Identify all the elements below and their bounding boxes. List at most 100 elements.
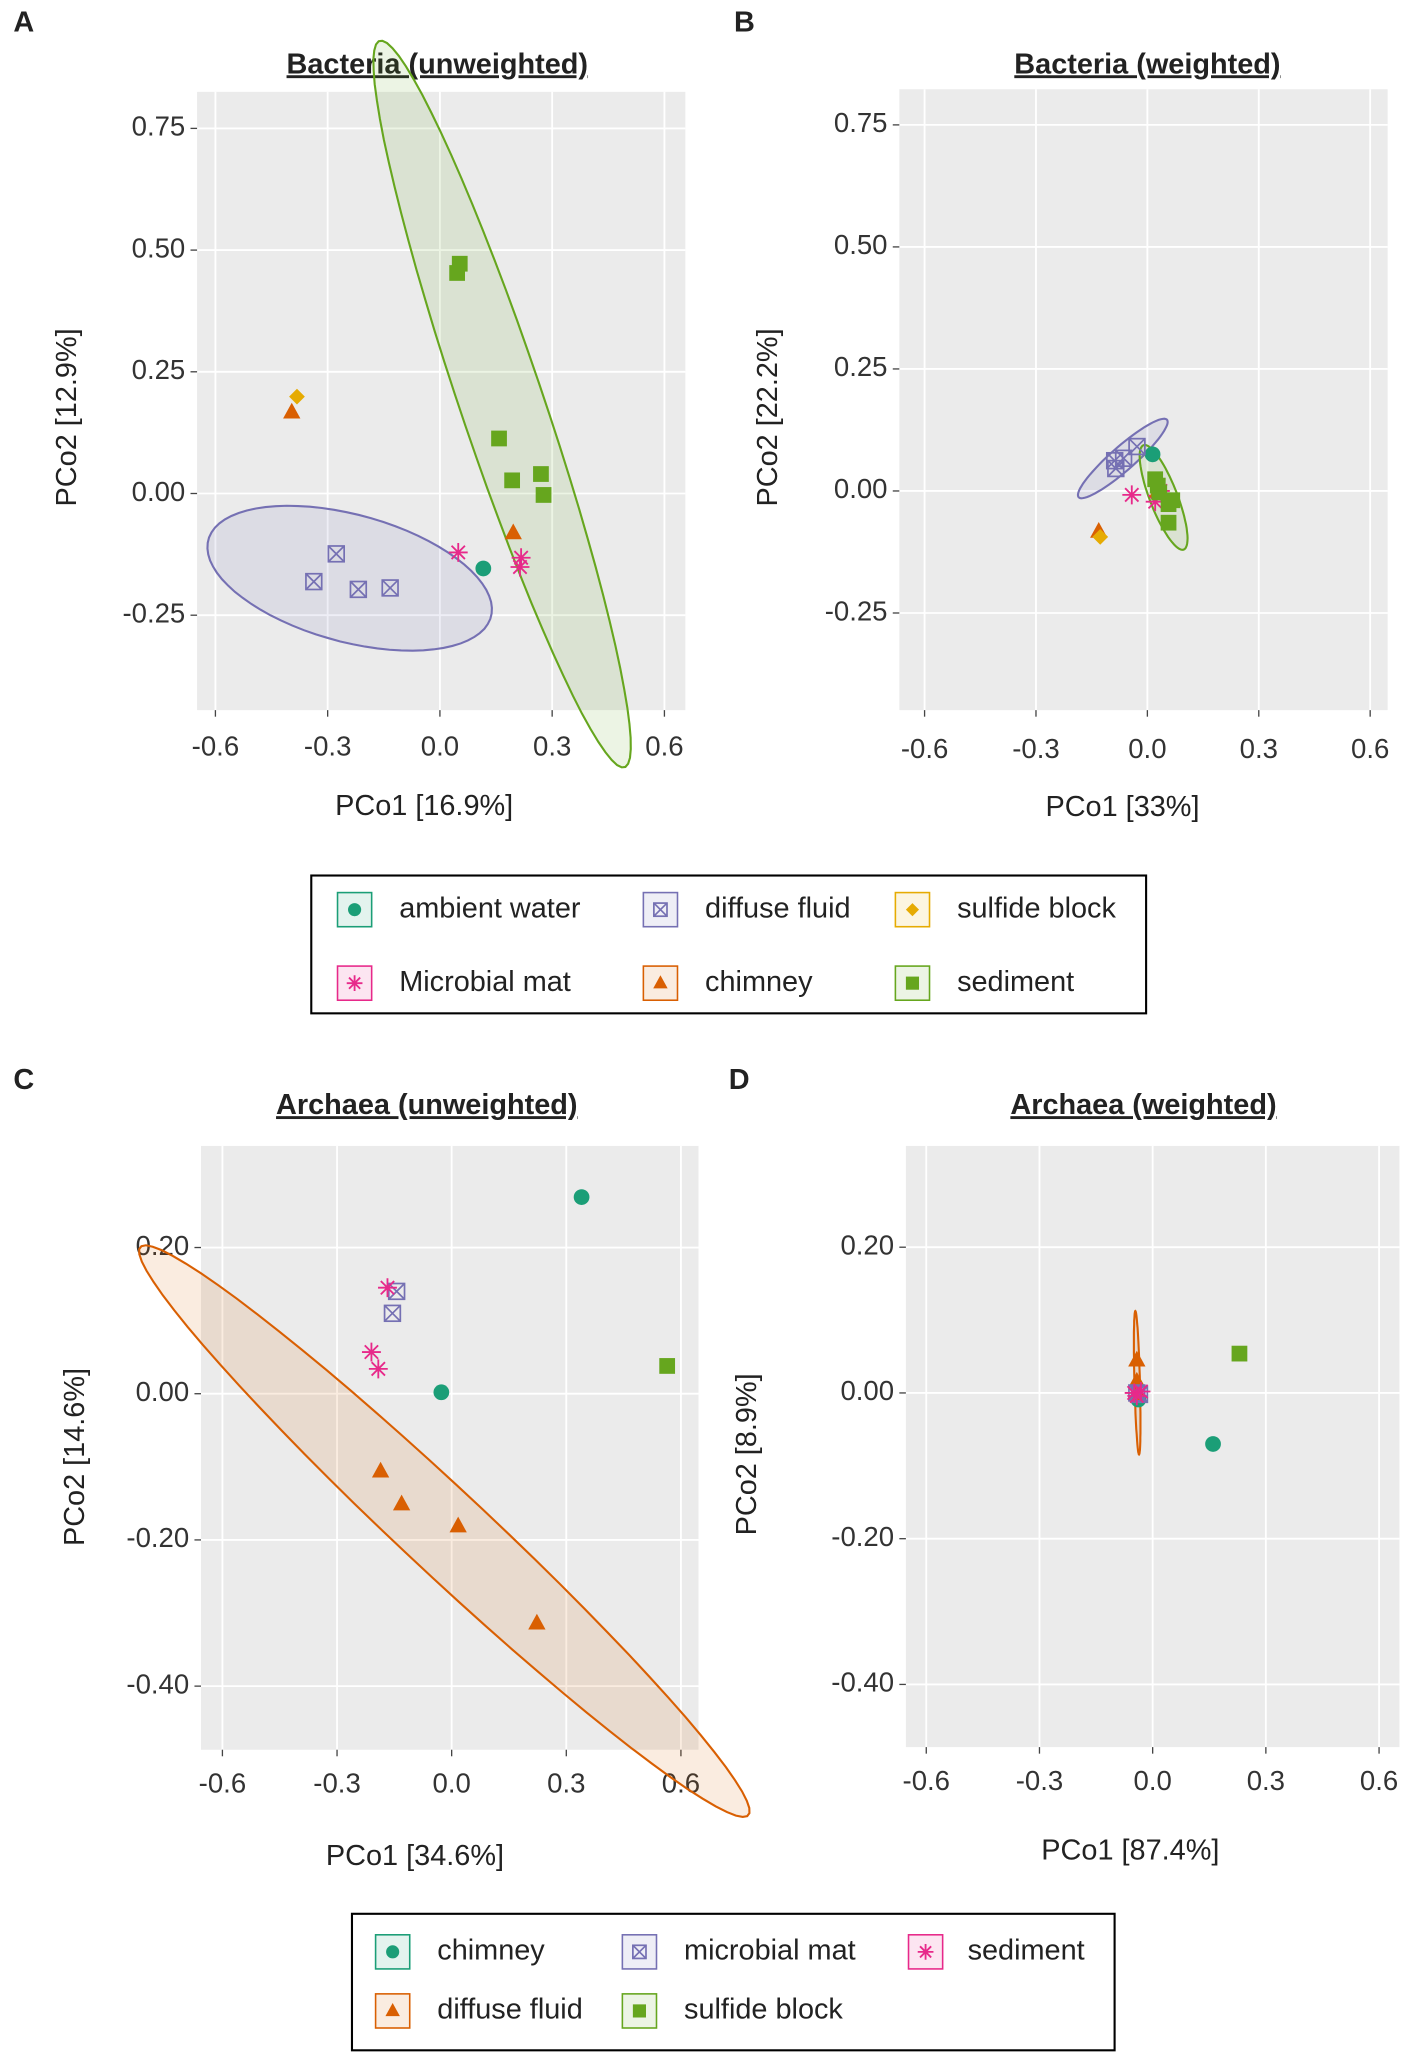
y-tick-label: -0.40 <box>831 1667 894 1698</box>
y-axis-label: PCo2 [14.6%] <box>59 1368 91 1546</box>
marker-part <box>653 975 668 989</box>
marker <box>491 430 507 447</box>
marker <box>659 1358 676 1374</box>
marker <box>387 1282 406 1301</box>
legend-label: diffuse fluid <box>437 1994 582 2026</box>
confidence-ellipse <box>138 1244 751 1818</box>
chart-title: Bacteria (unweighted) <box>287 48 588 80</box>
x-tick-label: -0.6 <box>903 1765 950 1796</box>
x-tick-label: 0.0 <box>433 1767 471 1798</box>
marker-part <box>533 466 549 482</box>
marker-part <box>385 2003 400 2017</box>
marker-part <box>346 975 363 992</box>
marker <box>1231 1345 1248 1362</box>
marker-part <box>659 1358 676 1374</box>
marker-part <box>653 902 668 918</box>
marker-part <box>305 572 323 591</box>
marker <box>378 1278 397 1298</box>
marker-part <box>632 2004 646 2018</box>
marker-part <box>632 1944 647 1960</box>
marker <box>510 557 530 577</box>
marker <box>1122 485 1142 505</box>
y-tick-label: 0.75 <box>834 107 888 138</box>
chart-title: Bacteria (weighted) <box>1014 48 1280 80</box>
marker-part <box>383 1304 402 1323</box>
marker-part <box>1144 446 1161 463</box>
marker <box>1164 492 1181 509</box>
legend-label: chimney <box>437 1934 545 1966</box>
x-tick-label: 0.0 <box>1134 1765 1172 1796</box>
x-tick-label: 0.0 <box>421 730 459 761</box>
marker-part <box>504 523 522 540</box>
marker-part <box>283 402 301 419</box>
y-tick-label: -0.20 <box>831 1521 894 1552</box>
y-tick-label: -0.25 <box>122 597 185 628</box>
marker <box>632 2004 646 2018</box>
marker-part <box>905 903 920 917</box>
panel-letter: A <box>13 6 34 38</box>
marker <box>368 1359 388 1379</box>
marker <box>1145 492 1165 512</box>
legend-label: diffuse fluid <box>705 892 850 924</box>
marker <box>371 1461 390 1478</box>
marker-part <box>289 388 305 405</box>
panel-letter: C <box>13 1064 34 1096</box>
plot-panel <box>201 1145 699 1750</box>
x-tick-label: 0.3 <box>547 1767 585 1798</box>
marker-part <box>491 430 507 447</box>
y-tick-label: -0.40 <box>126 1668 189 1699</box>
marker-part <box>327 545 345 563</box>
marker <box>573 1189 590 1205</box>
marker-part <box>1114 449 1133 467</box>
y-tick-label: -0.20 <box>126 1522 189 1553</box>
y-tick-label: 0.75 <box>132 111 186 142</box>
marker-part <box>511 548 531 568</box>
x-axis-label: PCo1 [34.6%] <box>326 1840 504 1872</box>
marker-part <box>1128 438 1146 456</box>
marker-part <box>381 579 399 597</box>
marker <box>392 1494 411 1511</box>
x-tick-label: 0.6 <box>1360 1765 1398 1796</box>
marker <box>381 579 399 597</box>
confidence-ellipse <box>372 39 632 769</box>
marker <box>917 1943 934 1960</box>
marker-part <box>1128 437 1146 456</box>
marker-part <box>327 545 345 563</box>
marker-part <box>388 1282 406 1300</box>
marker <box>1205 1436 1221 1452</box>
marker <box>349 580 368 599</box>
x-tick-label: 0.3 <box>1240 733 1278 764</box>
marker <box>1149 477 1166 494</box>
x-tick-label: -0.6 <box>199 1767 246 1798</box>
x-tick-label: -0.3 <box>313 1767 360 1798</box>
x-tick-label: 0.6 <box>645 730 683 761</box>
marker <box>504 523 522 540</box>
x-axis-label: PCo1 [87.4%] <box>1041 1835 1219 1867</box>
x-tick-label: 0.0 <box>1128 733 1166 764</box>
x-tick-label: -0.3 <box>1016 1765 1063 1796</box>
marker <box>433 1384 450 1401</box>
marker-part <box>381 579 399 597</box>
plot-panel <box>197 91 686 711</box>
y-axis-label: PCo2 [8.9%] <box>731 1373 763 1535</box>
y-tick-label: 0.50 <box>132 232 186 263</box>
marker-part <box>387 1282 406 1301</box>
marker <box>905 903 920 917</box>
marker <box>632 1944 647 1960</box>
marker-part <box>1149 477 1166 494</box>
marker-part <box>573 1189 590 1205</box>
marker-part <box>1160 514 1177 531</box>
marker-part <box>1231 1345 1248 1362</box>
marker-part <box>386 1945 400 1959</box>
marker-part <box>504 472 521 489</box>
plot-panel <box>899 89 1388 711</box>
chart-title: Archaea (weighted) <box>1010 1089 1276 1121</box>
marker-part <box>305 573 323 591</box>
marker-part <box>1092 528 1109 545</box>
x-tick-label: 0.6 <box>1351 733 1389 764</box>
marker <box>1092 528 1109 545</box>
marker-part <box>361 1342 381 1362</box>
confidence-ellipse <box>206 504 493 652</box>
marker <box>533 466 549 482</box>
marker <box>346 975 363 992</box>
